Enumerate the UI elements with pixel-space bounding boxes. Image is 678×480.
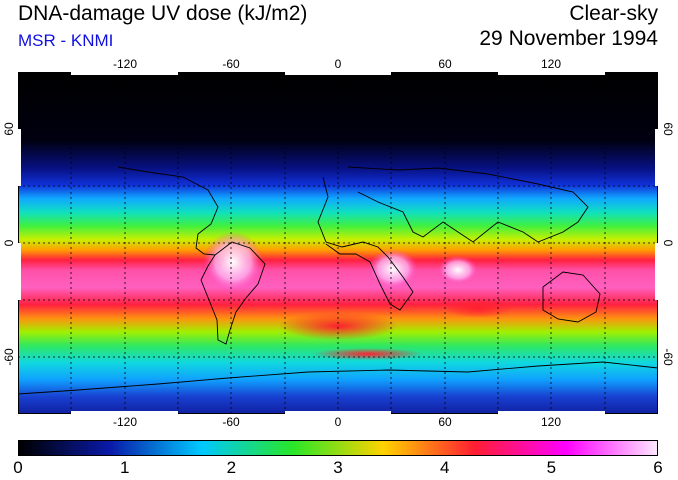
lat-labels-left: 60 0 -60 (2, 122, 16, 366)
lon-tick-label: 120 (541, 57, 561, 71)
colorbar-label: 2 (226, 458, 237, 477)
indian-ocean-hotspot (438, 256, 478, 284)
lat-tick-label: 0 (2, 239, 16, 246)
lat-lon-grid (18, 72, 658, 414)
colorbar-label: 4 (439, 458, 450, 477)
coastline-south-america (200, 241, 266, 345)
subtitle: MSR - KNMI (18, 31, 114, 50)
lon-tick-label: -120 (113, 57, 137, 71)
colorbar-label: 1 (119, 458, 130, 477)
lon-tick-label: 120 (541, 415, 561, 429)
coastline-asia (347, 166, 589, 243)
title: DNA-damage UV dose (kJ/m2) (18, 2, 308, 25)
date-label: 29 November 1994 (479, 27, 658, 50)
lat-tick-label: -60 (661, 348, 675, 366)
colorbar (18, 440, 658, 456)
coastlines (18, 166, 658, 395)
lat-tick-label: 0 (661, 240, 675, 247)
lat-labels-right: 60 0 -60 (661, 122, 675, 366)
colorbar-label: 0 (13, 458, 23, 477)
uv-dose-map (18, 72, 658, 414)
southern-ocean-band (443, 298, 513, 318)
lon-tick-label: -60 (222, 415, 240, 429)
lon-tick-label: 60 (438, 57, 452, 71)
lon-tick-label: -120 (113, 415, 137, 429)
lat-tick-label: -60 (2, 348, 16, 366)
southern-ocean-band (313, 348, 423, 360)
colorbar-label: 5 (546, 458, 557, 477)
lon-labels-top: -120 -60 0 60 120 (113, 57, 561, 71)
condition-label: Clear-sky (569, 2, 658, 25)
lat-tick-label: 60 (2, 122, 16, 136)
coastline-antarctica (18, 361, 658, 395)
coastline-north-america (117, 166, 219, 256)
colorbar-label: 3 (333, 458, 343, 477)
lon-tick-label: -60 (222, 57, 240, 71)
lon-tick-label: 0 (335, 57, 342, 71)
lon-tick-label: 60 (438, 415, 452, 429)
coastline-europe-africa (317, 176, 414, 311)
south-america-hotspot (203, 232, 263, 292)
lon-labels-bottom: -120 -60 0 60 120 (113, 415, 561, 429)
africa-hotspot (368, 249, 418, 289)
frame-ticks (18, 72, 658, 414)
lon-tick-label: 0 (335, 415, 342, 429)
southern-ocean-band (278, 312, 398, 340)
lat-tick-label: 60 (661, 122, 675, 136)
coastline-australia (542, 271, 601, 323)
colorbar-label: 6 (653, 458, 663, 477)
